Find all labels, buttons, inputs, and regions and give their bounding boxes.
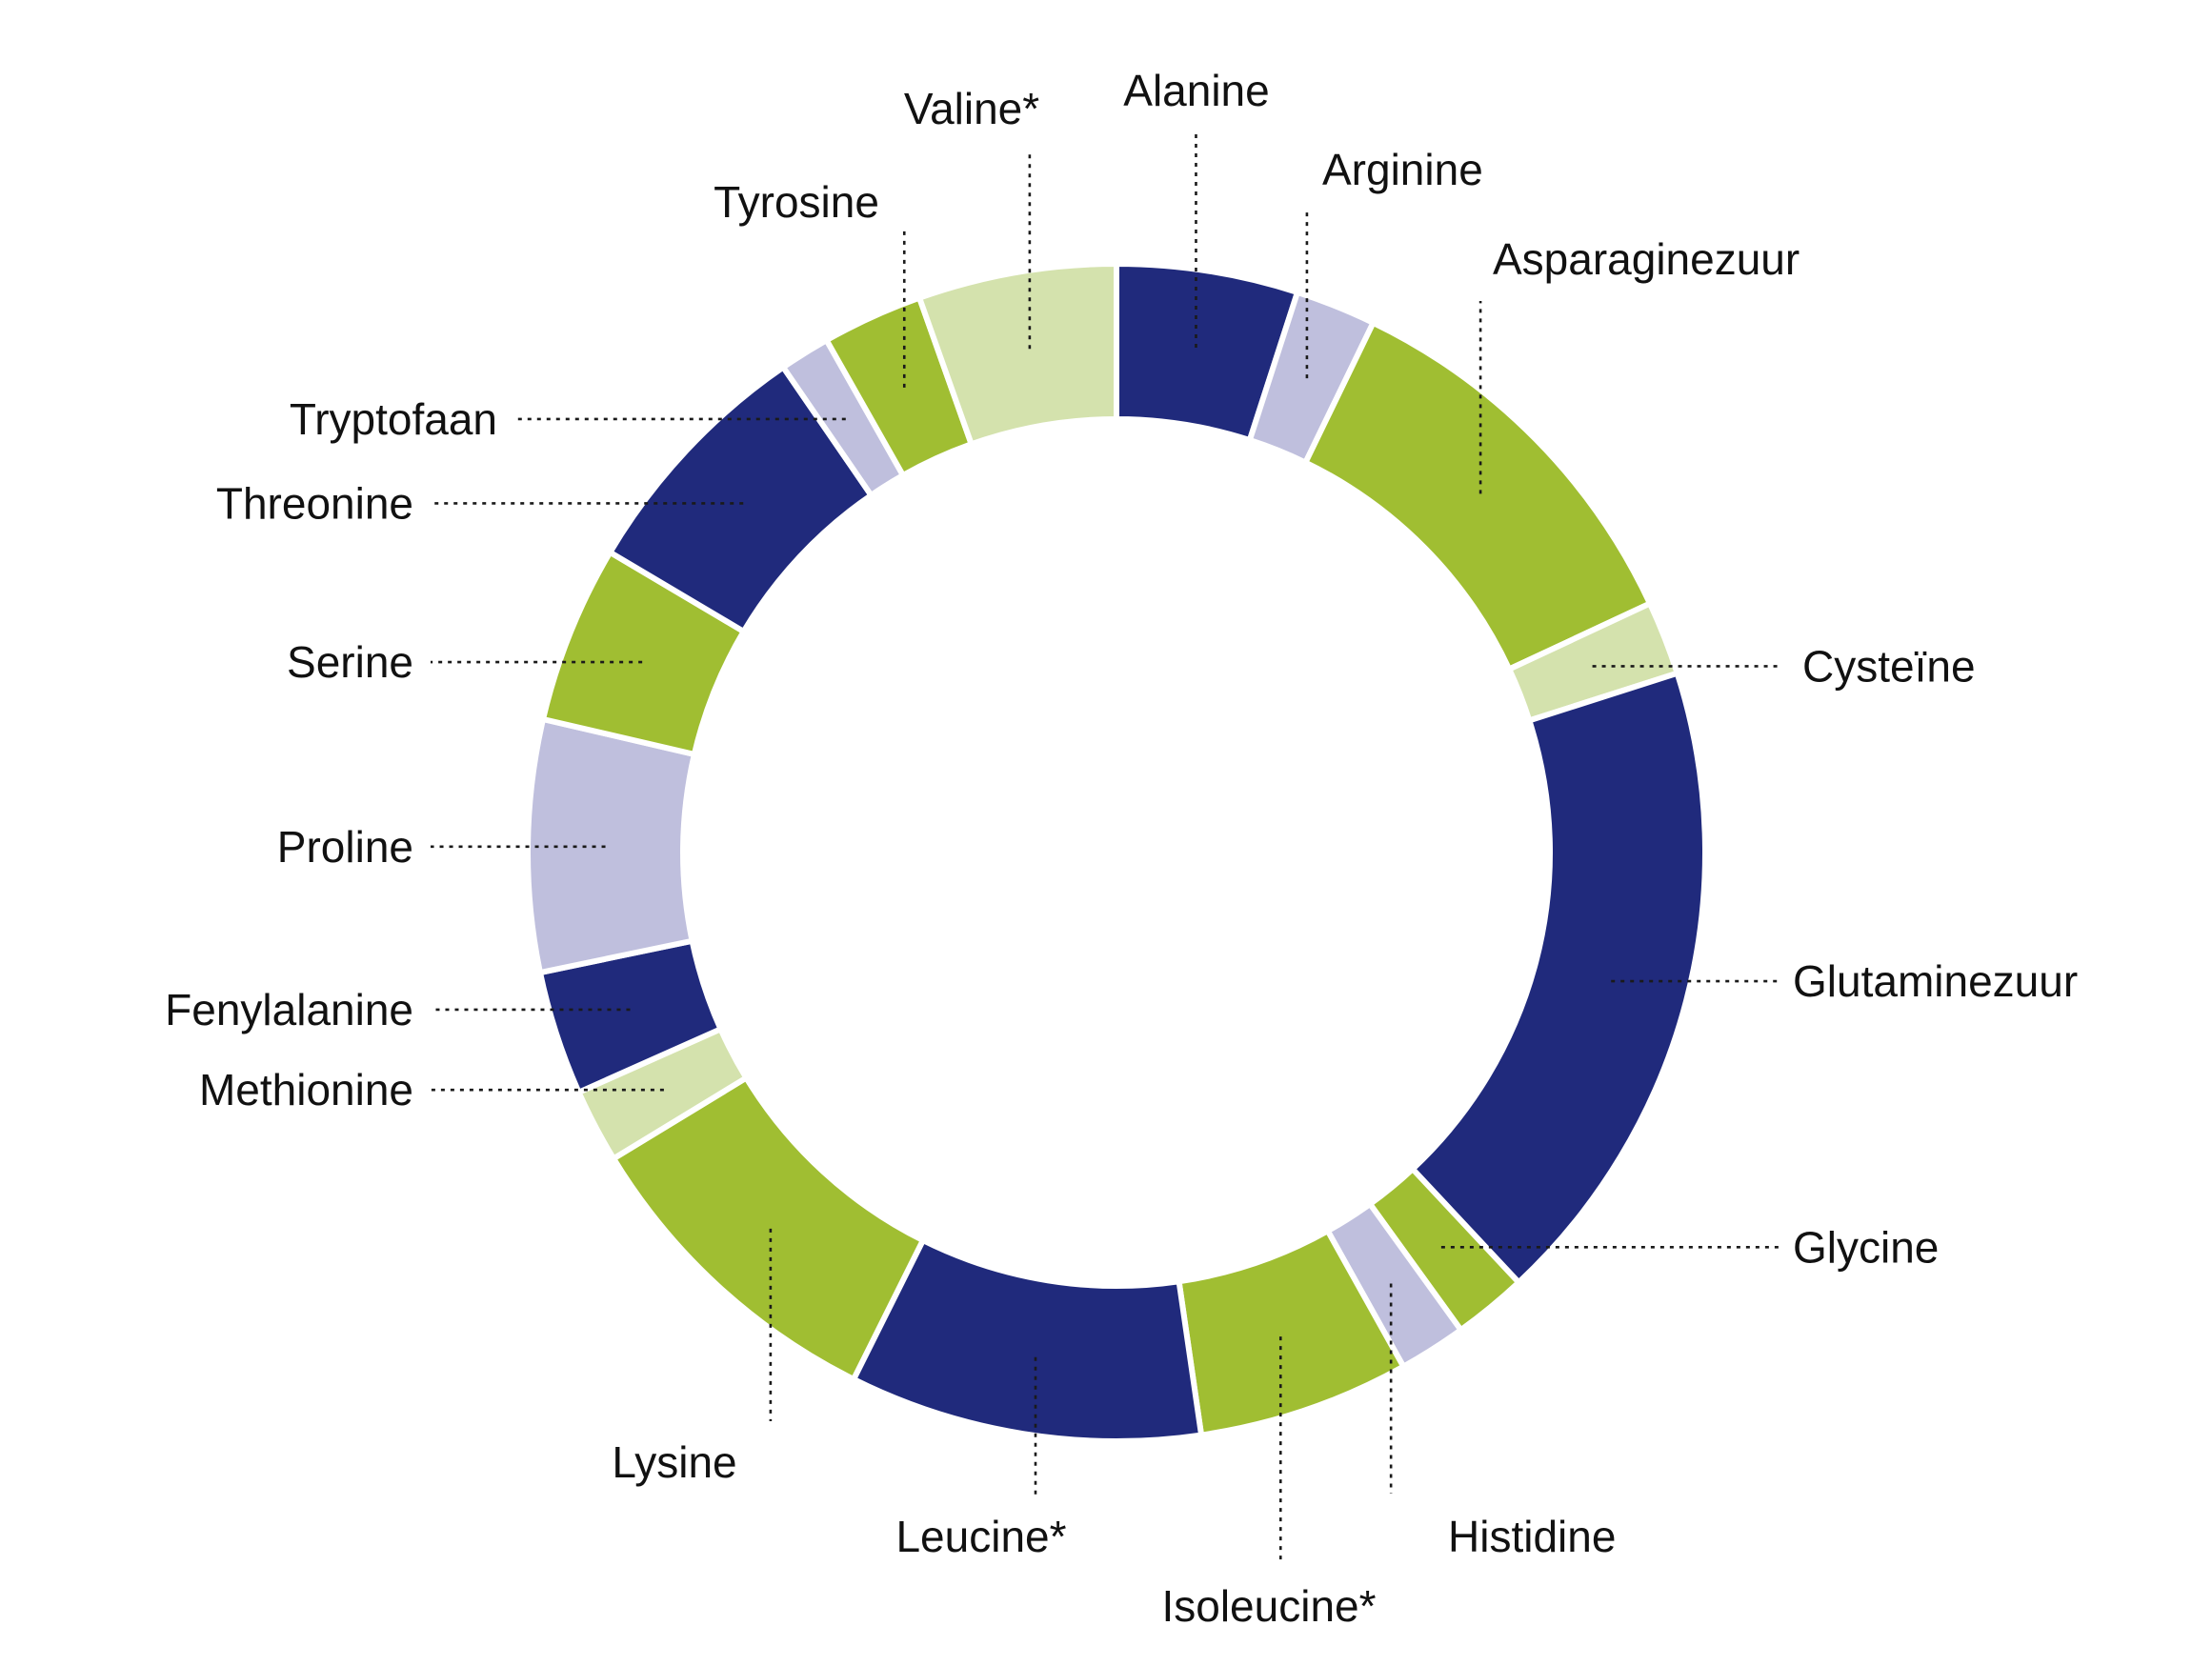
label-cysteine: Cysteïne xyxy=(1802,641,1976,691)
label-proline: Proline xyxy=(277,822,413,872)
label-threonine: Threonine xyxy=(216,478,413,528)
label-valine: Valine* xyxy=(904,84,1039,133)
label-arginine: Arginine xyxy=(1322,145,1483,194)
slice-valine xyxy=(915,260,1119,449)
label-glutaminezuur: Glutaminezuur xyxy=(1793,956,2078,1006)
label-fenylalanine: Fenylalanine xyxy=(165,985,413,1034)
label-histidine: Histidine xyxy=(1448,1512,1616,1561)
label-leucine: Leucine* xyxy=(895,1512,1066,1561)
label-asparaginezuur: Asparaginezuur xyxy=(1493,234,1800,284)
leader-lines xyxy=(431,133,1780,1562)
label-lysine: Lysine xyxy=(612,1437,736,1487)
label-alanine: Alanine xyxy=(1123,66,1269,115)
slice-proline xyxy=(525,715,698,976)
slice-asparaginezuur xyxy=(1301,318,1654,673)
label-serine: Serine xyxy=(287,637,413,687)
label-methionine: Methionine xyxy=(199,1065,413,1114)
label-tyrosine: Tyrosine xyxy=(714,177,879,227)
slice-glutaminezuur xyxy=(1408,669,1708,1287)
label-isoleucine: Isoleucine* xyxy=(1161,1581,1376,1631)
label-tryptofaan: Tryptofaan xyxy=(290,394,497,444)
label-glycine: Glycine xyxy=(1793,1222,1939,1272)
donut-slices xyxy=(525,260,1708,1444)
